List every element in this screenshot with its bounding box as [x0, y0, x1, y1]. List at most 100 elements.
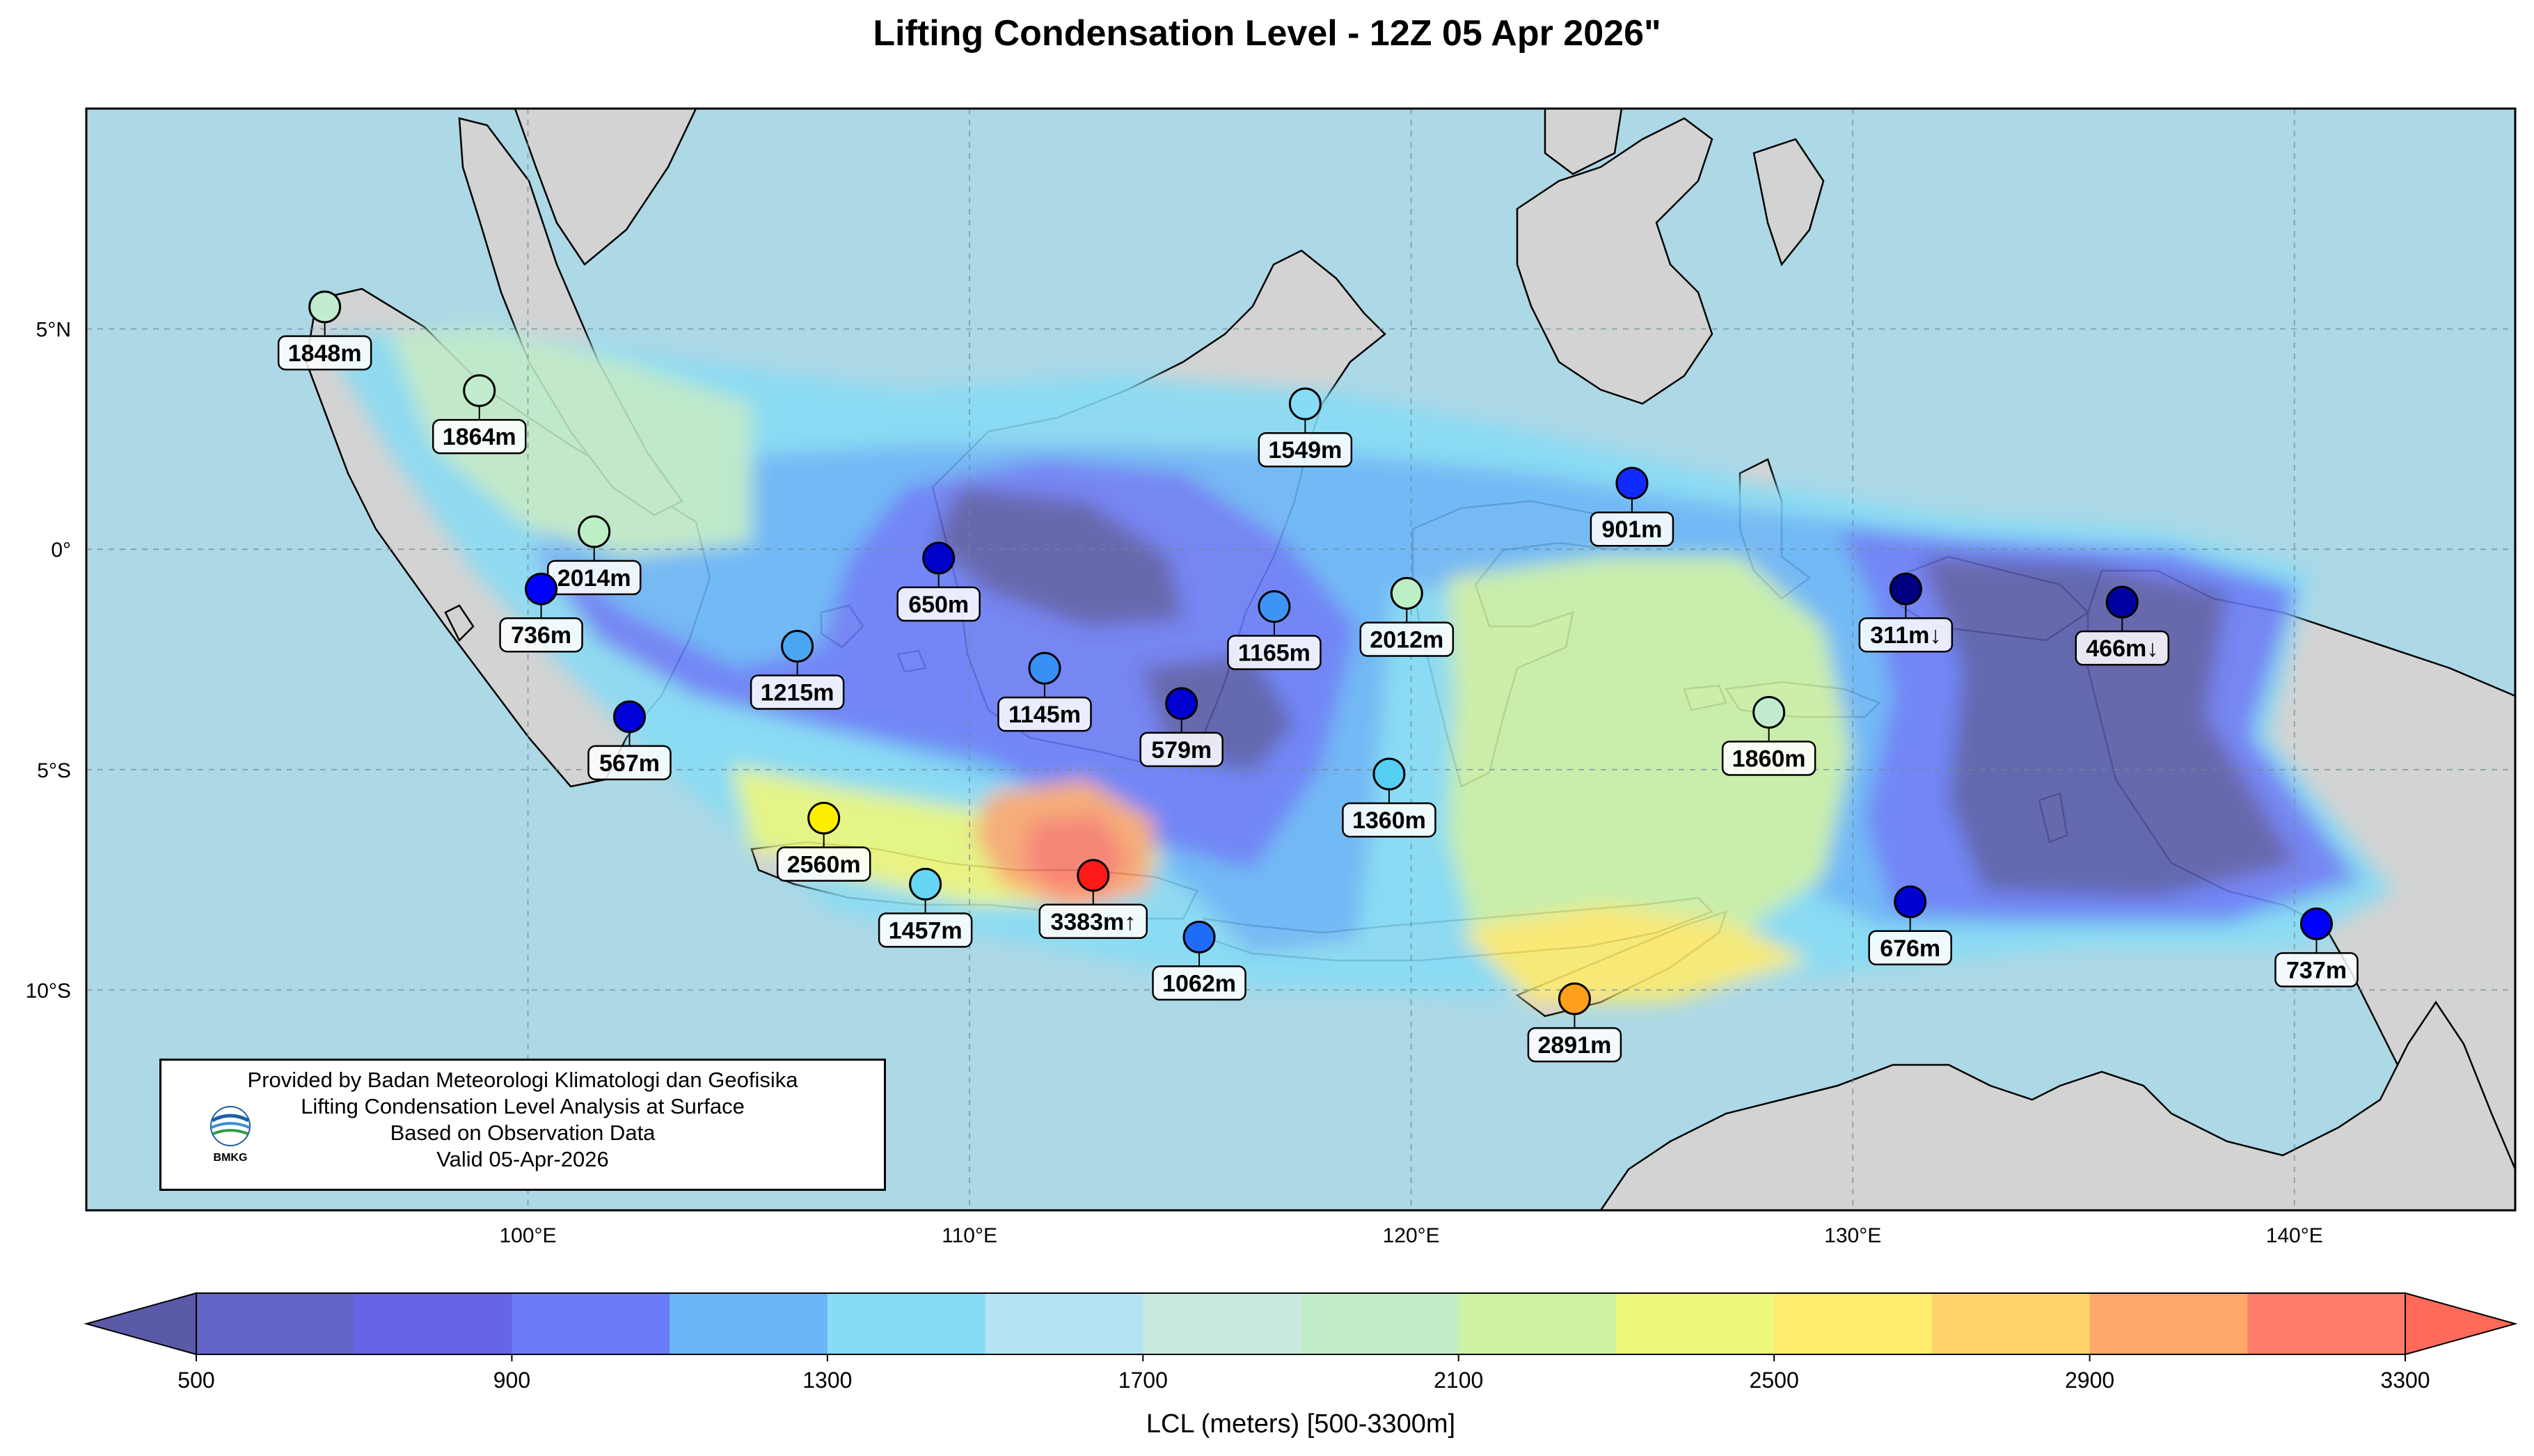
station[interactable]: 737m: [2274, 907, 2359, 988]
station-marker[interactable]: [2105, 585, 2139, 619]
station[interactable]: 650m: [896, 541, 981, 622]
station-marker[interactable]: [1077, 859, 1110, 892]
station-marker[interactable]: [2299, 907, 2333, 940]
contour-core-low-east: [1921, 557, 2297, 898]
contour-core-low-west: [933, 487, 1183, 626]
station[interactable]: 1145m: [997, 651, 1092, 732]
lat-tick-label: 5°N: [36, 319, 71, 342]
station-label-box: [997, 696, 1092, 732]
station-label-box: [1868, 930, 1952, 966]
station[interactable]: 311m↓: [1858, 572, 1954, 653]
axis-tick-labels: 100°E 110°E 120°E 130°E 140°E 5°N 0° 5°S 10°S: [26, 319, 2323, 1247]
station-label-box: [277, 335, 372, 371]
station-marker[interactable]: [1558, 982, 1591, 1015]
station[interactable]: 3383m↑: [1038, 859, 1148, 940]
station[interactable]: 1062m: [1152, 920, 1246, 1001]
station-label-box: [1721, 741, 1816, 776]
station-marker[interactable]: [807, 801, 841, 834]
contour-band-green-nusa: [1448, 557, 1851, 960]
station-marker[interactable]: [1372, 757, 1406, 791]
station-marker[interactable]: [1028, 651, 1061, 685]
colorbar-tick-label: 2500: [1750, 1368, 1799, 1393]
station[interactable]: 1549m: [1258, 387, 1353, 468]
colorbar-tick-label: 1700: [1118, 1368, 1168, 1393]
station[interactable]: 1215m: [750, 630, 845, 710]
station[interactable]: 567m: [587, 700, 672, 781]
station-label: 2891m: [1537, 1032, 1611, 1059]
station-label-box: [1590, 511, 1674, 547]
station[interactable]: 2014m: [546, 515, 642, 596]
station-label: 466m↓: [2086, 635, 2158, 662]
land-mentawai: [444, 604, 475, 642]
station-marker[interactable]: [308, 290, 342, 324]
colorbar-segment: [1774, 1293, 1933, 1354]
land-luzon: [1544, 109, 1623, 175]
station[interactable]: 736m: [499, 572, 583, 653]
station-marker[interactable]: [1288, 387, 1322, 420]
station-marker[interactable]: [1894, 885, 1927, 919]
station-label: 1457m: [889, 917, 963, 944]
station-marker[interactable]: [612, 700, 646, 734]
info-line-provider: Provided by Badan Meteorologi Klimatolog…: [247, 1068, 798, 1092]
station-marker[interactable]: [1258, 590, 1291, 624]
station-label-box: [499, 617, 583, 653]
station[interactable]: 579m: [1139, 687, 1224, 768]
colorbar-under-arrow: [84, 1292, 197, 1356]
station-label: 1062m: [1162, 970, 1236, 997]
station-marker[interactable]: [463, 374, 496, 407]
station[interactable]: 1360m: [1342, 757, 1436, 838]
station-marker[interactable]: [525, 572, 558, 606]
station-marker[interactable]: [909, 867, 942, 901]
lcl-contour-field: [320, 327, 2394, 1002]
land-australia: [1599, 1000, 2515, 1210]
colorbar-segment: [196, 1293, 355, 1354]
station-label-box: [1038, 903, 1148, 940]
colorbar-segment: [1143, 1293, 1301, 1354]
station-label-box: [587, 745, 672, 781]
station[interactable]: 901m: [1590, 466, 1674, 547]
colorbar-segment: [670, 1293, 828, 1354]
station[interactable]: 1457m: [878, 867, 973, 948]
map-panel: 100°E 110°E 120°E 130°E 140°E 5°N 0° 5°S 10°S 18…: [26, 107, 2517, 1247]
station-marker[interactable]: [1615, 466, 1649, 500]
station[interactable]: 2891m: [1527, 982, 1622, 1063]
station[interactable]: 1860m: [1721, 695, 1816, 776]
station-label-box: [878, 912, 973, 948]
station-label-box: [1227, 635, 1322, 670]
land-philippines: [1516, 117, 1713, 405]
station[interactable]: 676m: [1868, 885, 1952, 966]
station-label: 311m↓: [1870, 622, 1941, 649]
colorbar-tick-label: 500: [177, 1368, 214, 1393]
land-indochina: [514, 109, 697, 266]
station-marker[interactable]: [922, 541, 956, 575]
colorbar-tick-label: 1300: [802, 1368, 852, 1393]
station-marker[interactable]: [781, 630, 814, 663]
colorbar-over-arrow: [2405, 1292, 2518, 1356]
station[interactable]: 466m↓: [2075, 585, 2170, 666]
land-mindanao-n: [1752, 138, 1825, 267]
colorbar-segment: [985, 1293, 1143, 1354]
colorbar-border: [196, 1292, 2406, 1355]
station[interactable]: 2560m: [776, 801, 871, 882]
station-label: 1145m: [1008, 702, 1081, 728]
station-label-box: [1858, 617, 1954, 653]
station-marker[interactable]: [1165, 687, 1198, 720]
station-marker[interactable]: [1390, 577, 1423, 610]
station-marker[interactable]: [1752, 695, 1786, 729]
station[interactable]: 2012m: [1359, 577, 1455, 657]
map-border: [85, 107, 2517, 1212]
station-label: 2014m: [557, 565, 631, 592]
station[interactable]: 1864m: [431, 374, 527, 454]
lat-tick-label: 10°S: [26, 979, 71, 1002]
map-title: Lifting Condensation Level - 12Z 05 Apr …: [873, 13, 1661, 54]
station-marker[interactable]: [1889, 572, 1922, 606]
info-line-basis: Based on Observation Data: [390, 1121, 656, 1145]
station[interactable]: 1165m: [1227, 590, 1322, 670]
station[interactable]: 1848m: [277, 290, 372, 371]
colorbar-tick-label: 2900: [2065, 1368, 2114, 1393]
lon-tick-label: 100°E: [500, 1224, 557, 1247]
station-marker[interactable]: [578, 515, 611, 548]
station-marker[interactable]: [1182, 920, 1216, 953]
station-label-box: [2075, 630, 2170, 666]
lon-tick-label: 110°E: [942, 1224, 997, 1247]
